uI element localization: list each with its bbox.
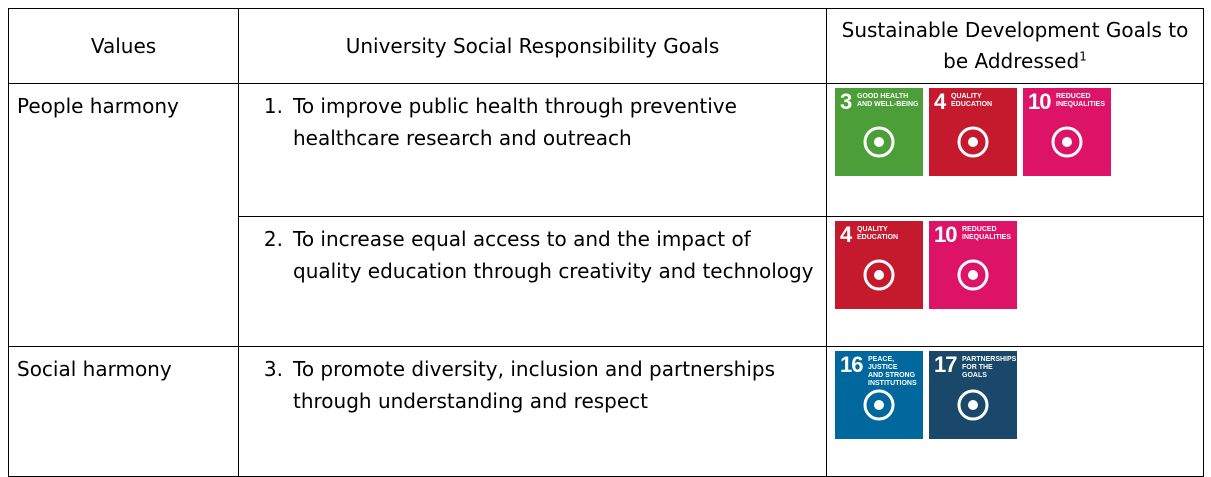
sdg-cell: 3 GOOD HEALTH AND WELL-BEING 4 QUALITY EDUCAT…: [826, 83, 1204, 217]
header-cell: Values: [8, 8, 239, 84]
goal-cell: 2. To increase equal access to and the im…: [238, 216, 827, 347]
sdg-number: 10: [934, 222, 958, 247]
sdg-label-line: AND STRONG: [868, 372, 916, 379]
goal-cell: 3. To promote diversity, inclusion and pa…: [238, 346, 827, 477]
goal-number: 1.: [263, 94, 283, 118]
sdg-label-line: EDUCATION: [951, 101, 993, 108]
sdg-label-line: FOR THE GOALS: [962, 364, 993, 379]
goal-item: 3. To promote diversity, inclusion and pa…: [239, 347, 826, 417]
header-text: Values: [90, 33, 157, 58]
sdg-pictogram: [863, 126, 895, 158]
sdg-icon: 4 QUALITY EDUCATION: [929, 88, 1017, 176]
sdg-pictogram: [1051, 126, 1083, 158]
sdg-cell: 16 PEACE, JUSTICE AND STRONG INSTITUTIONS 17…: [826, 346, 1204, 477]
footnote-mark: 1: [1079, 49, 1087, 64]
sdg-pictogram: [957, 389, 989, 421]
header-text: University Social Responsibility Goals: [345, 33, 720, 58]
sdg-label: REDUCED INEQUALITIES: [1056, 93, 1105, 109]
sdg-pictogram: [957, 126, 989, 158]
sdg-icons: 3 GOOD HEALTH AND WELL-BEING 4 QUALITY EDUCAT…: [827, 84, 1203, 176]
header-cell: Sustainable Development Goals to be Addr…: [826, 8, 1204, 84]
table-row: Social harmony 3. To promote diversity, in…: [8, 346, 1204, 477]
sdg-pictogram: [863, 389, 895, 421]
sdg-number: 10: [1028, 89, 1052, 114]
sdg-icon: 16 PEACE, JUSTICE AND STRONG INSTITUTIONS: [835, 351, 923, 439]
sdg-cell: 4 QUALITY EDUCATION 10 REDUCED INEQUALITIES: [826, 216, 1204, 347]
sdg-number: 16: [840, 352, 864, 377]
sdg-pictogram: [863, 259, 895, 291]
sdg-number: 3: [840, 89, 852, 114]
header-cell: University Social Responsibility Goals: [238, 8, 827, 84]
sdg-label: QUALITY EDUCATION: [951, 93, 992, 109]
goal-item: 1. To improve public health through preve…: [239, 84, 826, 154]
sdg-label-line: GOOD HEALTH: [857, 93, 909, 100]
sdg-icon: 10 REDUCED INEQUALITIES: [1023, 88, 1111, 176]
sdg-label-line: REDUCED: [962, 226, 997, 233]
value-cell: People harmony: [8, 83, 239, 347]
sdg-label: QUALITY EDUCATION: [857, 226, 898, 242]
goal-text: To promote diversity, inclusion and part…: [293, 357, 776, 413]
sdg-icon: 10 REDUCED INEQUALITIES: [929, 221, 1017, 309]
table-row: People harmony 1. To improve public health…: [8, 83, 1204, 347]
sdg-number: 17: [934, 352, 958, 377]
value-text: Social harmony: [17, 357, 172, 381]
header-row: Values University Social Responsibility …: [8, 8, 1204, 84]
sdg-label-line: EDUCATION: [857, 234, 899, 241]
goal-number: 3.: [263, 357, 283, 381]
sdg-label: REDUCED INEQUALITIES: [962, 226, 1011, 242]
sdg-icon: 17 PARTNERSHIPS FOR THE GOALS: [929, 351, 1017, 439]
sdg-label-line: INEQUALITIES: [962, 234, 1012, 241]
sdg-label-line: QUALITY: [857, 226, 888, 233]
sdg-label: PARTNERSHIPS FOR THE GOALS: [962, 356, 1017, 380]
goal-item: 2. To increase equal access to and the im…: [239, 217, 826, 287]
sdg-label: GOOD HEALTH AND WELL-BEING: [857, 93, 918, 109]
sdg-label-line: INSTITUTIONS: [868, 380, 917, 387]
goal-text: To increase equal access to and the impa…: [293, 227, 814, 283]
goal-cell: 1. To improve public health through preve…: [238, 83, 827, 217]
sdg-pictogram: [957, 259, 989, 291]
sdg-label-line: REDUCED: [1056, 93, 1091, 100]
sdg-number: 4: [934, 89, 946, 114]
goal-number: 2.: [263, 227, 283, 251]
sdg-label-line: INEQUALITIES: [1056, 101, 1106, 108]
sdg-icons: 4 QUALITY EDUCATION 10 REDUCED INEQUALITIES: [827, 217, 1203, 309]
sdg-icon: 3 GOOD HEALTH AND WELL-BEING: [835, 88, 923, 176]
sdg-label-line: PARTNERSHIPS: [962, 356, 1017, 363]
sdg-icon: 4 QUALITY EDUCATION: [835, 221, 923, 309]
value-text: People harmony: [17, 94, 179, 118]
page: Values University Social Responsibility …: [8, 8, 1204, 477]
header-text: Sustainable Development Goals to be Addr…: [841, 18, 1189, 73]
sdg-label-line: AND WELL-BEING: [857, 101, 919, 108]
sdg-icons: 16 PEACE, JUSTICE AND STRONG INSTITUTIONS 17…: [827, 347, 1203, 439]
sdg-label-line: QUALITY: [951, 93, 982, 100]
sdg-label-line: PEACE, JUSTICE: [868, 356, 898, 371]
sdg-number: 4: [840, 222, 852, 247]
sdg-label: PEACE, JUSTICE AND STRONG INSTITUTIONS: [868, 356, 923, 388]
table-row: 2. To increase equal access to and the im…: [9, 216, 1204, 347]
goal-text: To improve public health through prevent…: [293, 94, 737, 150]
value-cell: Social harmony: [8, 346, 239, 477]
goals-table: Values University Social Responsibility …: [8, 8, 1204, 477]
